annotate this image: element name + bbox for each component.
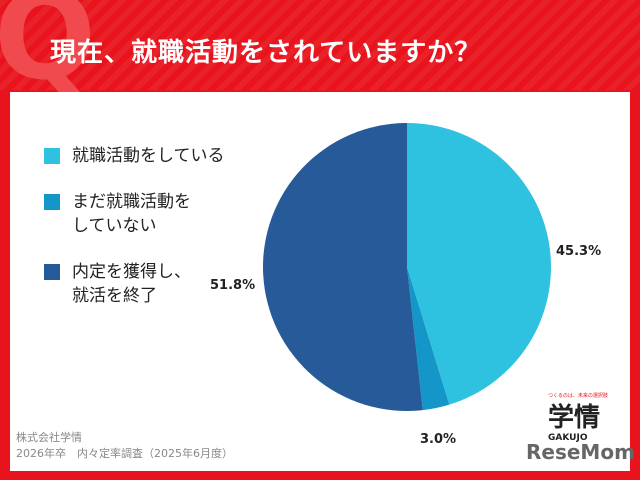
chart-panel: 45.3% 3.0% 51.8% 就職活動をしている まだ就職活動を していない…: [10, 92, 630, 471]
pie-slice-finished: [262, 122, 423, 412]
legend-label: まだ就職活動を していない: [72, 192, 191, 236]
resemom-logo: ReseMom: [526, 440, 635, 464]
chart-title: 現在、就職活動をされていますか？: [50, 38, 482, 68]
legend-item-not-started: まだ就職活動を していない: [44, 190, 225, 238]
legend-swatch: [44, 194, 60, 210]
logo-tagline: つくるのは、未来の選択肢: [548, 393, 608, 399]
legend-item-working: 就職活動をしている: [44, 144, 225, 168]
data-label-not-started: 3.0%: [420, 432, 456, 447]
legend-item-finished: 内定を獲得し、 就活を終了: [44, 260, 225, 308]
pie-chart: 45.3% 3.0% 51.8%: [210, 122, 601, 447]
q-watermark: Q: [0, 0, 97, 107]
gakujo-logo: つくるのは、未来の選択肢 学情 GAKUJO: [548, 392, 624, 443]
data-label-finished: 51.8%: [210, 278, 255, 293]
legend-swatch: [44, 264, 60, 280]
legend-label: 内定を獲得し、 就活を終了: [72, 262, 191, 306]
pie-slice-working: [407, 123, 552, 405]
logo-name: 学情: [548, 403, 601, 433]
source-note: 株式会社学情 2026年卒 内々定率調査（2025年6月度）: [16, 430, 233, 462]
pie-slice-not-started: [407, 267, 450, 411]
data-label-working: 45.3%: [556, 244, 601, 259]
legend-label: 就職活動をしている: [72, 146, 225, 166]
source-company: 株式会社学情: [16, 431, 82, 444]
source-survey: 2026年卒 内々定率調査（2025年6月度）: [16, 447, 233, 460]
legend-swatch: [44, 148, 60, 164]
logo-sub: GAKUJO: [548, 433, 588, 443]
header-stripes: [0, 0, 640, 90]
legend: 就職活動をしている まだ就職活動を していない 内定を獲得し、 就活を終了: [44, 144, 225, 330]
